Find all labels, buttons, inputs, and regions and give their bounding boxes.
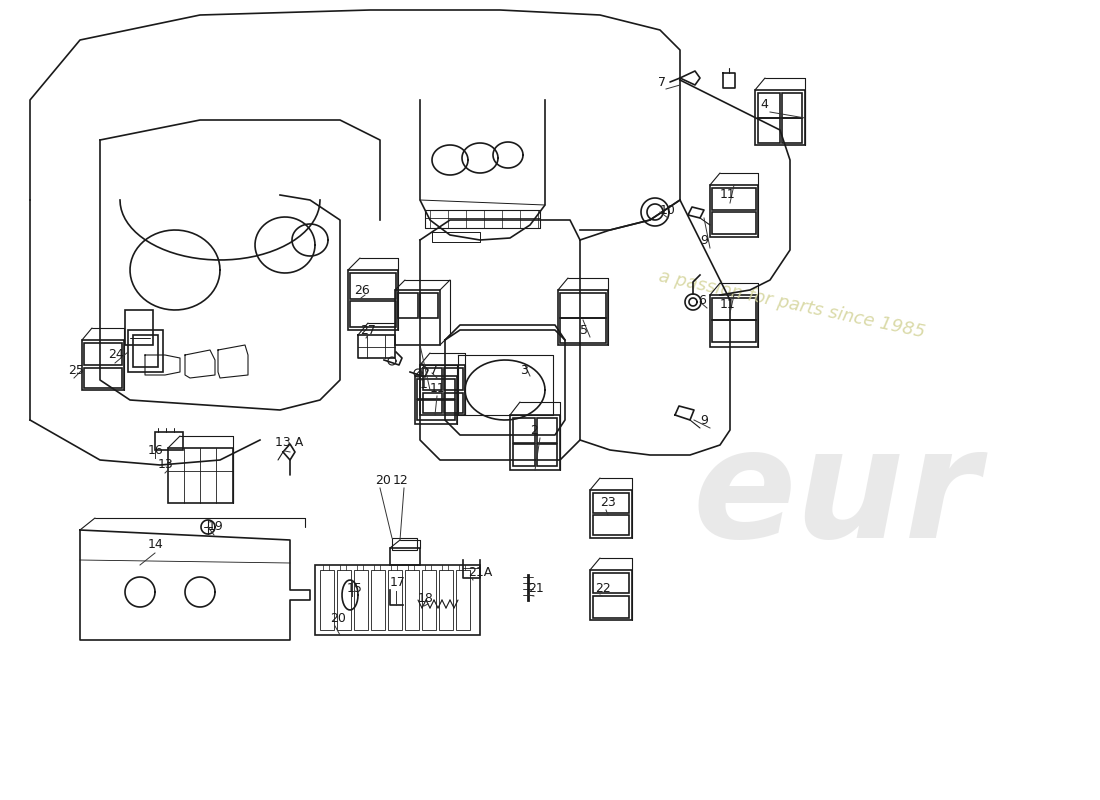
Bar — [155, 432, 183, 450]
Bar — [350, 301, 396, 327]
Bar — [712, 298, 756, 320]
Bar — [782, 118, 802, 143]
Text: 1: 1 — [420, 378, 428, 391]
Bar — [371, 570, 385, 630]
Bar — [315, 565, 480, 635]
Bar — [710, 185, 758, 237]
Bar — [712, 212, 756, 234]
Bar — [590, 490, 632, 538]
Bar — [388, 570, 401, 630]
Bar — [390, 548, 420, 565]
Bar — [593, 515, 629, 535]
Bar — [593, 596, 629, 618]
Bar — [593, 573, 629, 593]
Bar — [513, 444, 535, 466]
Bar — [590, 570, 632, 620]
Bar — [755, 90, 805, 145]
Text: 3: 3 — [520, 363, 528, 377]
Bar — [133, 335, 158, 367]
Text: 22: 22 — [595, 582, 610, 594]
Bar — [758, 118, 780, 143]
Bar — [337, 570, 351, 630]
Bar — [348, 270, 398, 330]
Text: 11: 11 — [720, 189, 736, 202]
Bar — [712, 320, 756, 342]
Bar — [417, 379, 455, 399]
Bar — [415, 376, 456, 424]
Text: 10: 10 — [660, 203, 675, 217]
Text: 21: 21 — [528, 582, 543, 594]
Bar — [439, 570, 453, 630]
Bar — [125, 310, 153, 345]
Bar — [350, 273, 396, 299]
Text: 14: 14 — [148, 538, 164, 551]
Text: 7: 7 — [430, 363, 438, 377]
Bar — [405, 570, 419, 630]
Bar — [513, 418, 535, 443]
Bar — [510, 415, 560, 470]
Text: 13: 13 — [158, 458, 174, 471]
Text: 25: 25 — [68, 363, 84, 377]
Bar — [84, 368, 122, 388]
Bar — [82, 340, 124, 390]
Bar — [710, 295, 758, 347]
Bar — [424, 393, 442, 413]
Bar — [444, 393, 463, 413]
Bar — [537, 418, 557, 443]
Text: 23: 23 — [600, 495, 616, 509]
Bar — [398, 293, 418, 318]
Bar — [320, 570, 334, 630]
Text: 20: 20 — [330, 611, 345, 625]
Bar — [712, 188, 756, 210]
Bar — [758, 93, 780, 118]
Text: a passion for parts since 1985: a passion for parts since 1985 — [657, 267, 927, 341]
Text: 20: 20 — [375, 474, 390, 486]
Bar — [560, 293, 606, 318]
Bar — [593, 493, 629, 513]
Bar — [456, 570, 470, 630]
Bar — [417, 400, 455, 420]
Bar — [84, 343, 122, 365]
Text: 9: 9 — [700, 234, 708, 246]
Text: 9: 9 — [700, 414, 708, 426]
Text: 15: 15 — [346, 582, 363, 594]
Text: 26: 26 — [354, 283, 370, 297]
Bar — [422, 570, 436, 630]
Text: 27: 27 — [360, 323, 376, 337]
Text: 21A: 21A — [468, 566, 493, 578]
Text: 19: 19 — [208, 521, 223, 534]
Bar — [782, 93, 802, 118]
Text: 17: 17 — [390, 577, 406, 590]
Text: 11: 11 — [430, 382, 446, 394]
Text: 13 A: 13 A — [275, 437, 304, 450]
Text: 18: 18 — [418, 591, 433, 605]
Bar — [558, 290, 608, 345]
Bar — [420, 365, 465, 415]
Text: 4: 4 — [760, 98, 768, 111]
Bar — [424, 368, 442, 390]
Text: 7: 7 — [658, 75, 666, 89]
Text: 16: 16 — [148, 443, 164, 457]
Bar — [354, 570, 368, 630]
Bar — [128, 330, 163, 372]
Text: 24: 24 — [108, 349, 123, 362]
Bar — [392, 538, 417, 550]
Bar — [168, 448, 233, 503]
Text: 5: 5 — [580, 323, 588, 337]
Text: 12: 12 — [393, 474, 409, 486]
Text: 6: 6 — [698, 294, 706, 306]
Bar — [444, 368, 463, 390]
Bar — [560, 318, 606, 343]
Bar — [420, 293, 438, 318]
Bar — [537, 444, 557, 466]
Text: 11: 11 — [720, 298, 736, 311]
Bar — [395, 290, 440, 345]
Text: eur: eur — [692, 422, 980, 570]
Text: 2: 2 — [530, 423, 538, 437]
